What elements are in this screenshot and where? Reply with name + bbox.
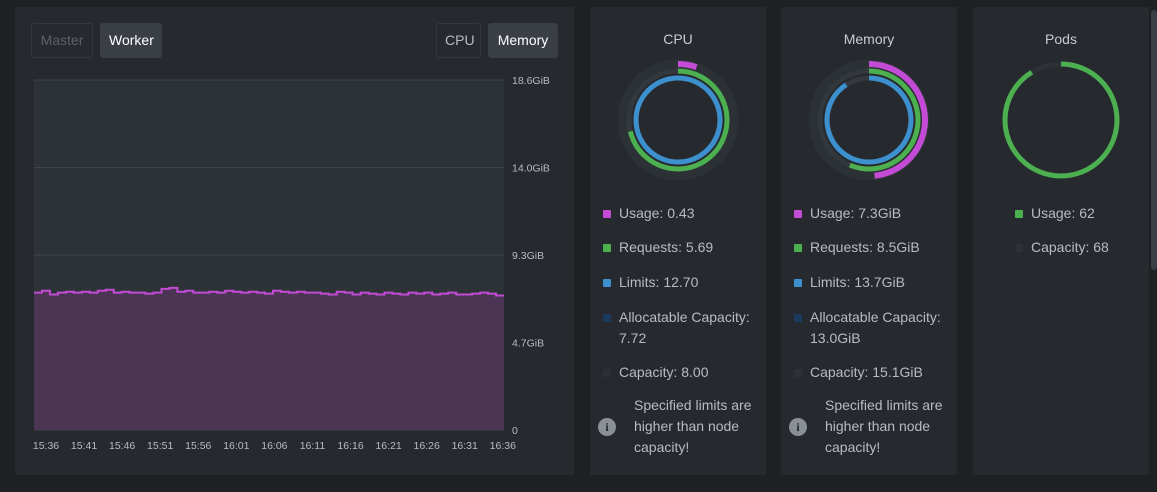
x-tick-label: 15:36 bbox=[33, 440, 59, 452]
usage-arc bbox=[810, 61, 928, 179]
legend-swatch bbox=[794, 369, 802, 377]
y-tick-label: 18.6GiB bbox=[512, 75, 550, 87]
cpu-donut-chart bbox=[617, 59, 739, 181]
memory-warning-text: Specified limits are higher than node ca… bbox=[825, 397, 943, 455]
legend-label: Requests: 5.69 bbox=[619, 239, 714, 255]
legend-label: Usage: 7.3GiB bbox=[810, 205, 902, 221]
memory-area-fill bbox=[34, 287, 504, 430]
cpu-card-title: CPU bbox=[663, 31, 693, 47]
capacity-ring bbox=[617, 59, 739, 181]
x-tick-label: 15:41 bbox=[71, 440, 97, 452]
legend-swatch bbox=[603, 369, 611, 377]
chart-panel: Master Worker CPU Memory 0 4.7GiB 9.3GiB 14… bbox=[15, 7, 574, 475]
legend-swatch bbox=[1015, 210, 1023, 218]
x-tick-label: 16:16 bbox=[337, 440, 363, 452]
requests-arc bbox=[626, 68, 730, 172]
legend-swatch bbox=[794, 279, 802, 287]
pods-card-title: Pods bbox=[1045, 31, 1077, 47]
y-tick-label: 14.0GiB bbox=[512, 163, 550, 175]
master-button[interactable]: Master bbox=[31, 23, 93, 58]
memory-donut-chart bbox=[808, 59, 930, 181]
limits-arc bbox=[824, 75, 914, 165]
pods-usage-arc bbox=[1002, 61, 1120, 179]
page-scrollbar[interactable] bbox=[1151, 10, 1157, 270]
info-icon: i bbox=[789, 418, 807, 436]
y-tick-label: 4.7GiB bbox=[512, 338, 544, 350]
y-tick-label: 9.3GiB bbox=[512, 250, 544, 262]
legend-swatch bbox=[1015, 244, 1023, 252]
memory-card-title: Memory bbox=[843, 31, 895, 47]
legend-swatch bbox=[603, 314, 611, 322]
x-tick-label: 16:26 bbox=[414, 440, 440, 452]
x-tick-label: 16:01 bbox=[223, 440, 249, 452]
usage-arc bbox=[619, 61, 737, 179]
pods-donut-chart bbox=[1002, 61, 1120, 179]
memory-card: Memory Usage: 7.3GiB Requests: 8.5GiB Limi… bbox=[781, 7, 957, 475]
memory-usage-chart: 0 4.7GiB 9.3GiB 14.0GiB 18.6GiB 15:36 15:41 15:… bbox=[33, 75, 550, 452]
memory-series-line bbox=[34, 286, 504, 297]
legend-label: Requests: 8.5GiB bbox=[810, 239, 920, 255]
legend-label: Limits: 13.7GiB bbox=[810, 274, 905, 290]
x-tick-label: 16:06 bbox=[261, 440, 287, 452]
cpu-metric-button[interactable]: CPU bbox=[436, 23, 481, 58]
requests-arc bbox=[817, 68, 921, 172]
legend-label: Capacity: 15.1GiB bbox=[810, 364, 923, 380]
limits-arc bbox=[633, 75, 723, 165]
x-tick-label: 15:51 bbox=[147, 440, 173, 452]
legend-label: Limits: 12.70 bbox=[619, 274, 699, 290]
memory-metric-button[interactable]: Memory bbox=[488, 23, 558, 58]
legend-swatch bbox=[603, 210, 611, 218]
legend-label: Allocatable Capacity: 7.72 bbox=[619, 309, 750, 346]
legend-label: Allocatable Capacity: 13.0GiB bbox=[810, 309, 941, 346]
x-tick-label: 16:36 bbox=[490, 440, 516, 452]
legend-label: Usage: 62 bbox=[1031, 205, 1095, 221]
cpu-warning-text: Specified limits are higher than node ca… bbox=[634, 397, 752, 455]
x-tick-label: 16:21 bbox=[375, 440, 401, 452]
legend-label: Capacity: 68 bbox=[1031, 239, 1109, 255]
pods-card: Pods Usage: 62 Capacity: 68 bbox=[973, 7, 1149, 475]
legend-swatch bbox=[603, 279, 611, 287]
legend-swatch bbox=[794, 210, 802, 218]
worker-button[interactable]: Worker bbox=[100, 23, 162, 58]
y-tick-label: 0 bbox=[512, 425, 518, 437]
x-tick-label: 15:56 bbox=[185, 440, 211, 452]
legend-label: Usage: 0.43 bbox=[619, 205, 695, 221]
legend-swatch bbox=[603, 244, 611, 252]
legend-swatch bbox=[794, 244, 802, 252]
x-tick-label: 16:11 bbox=[300, 440, 326, 452]
x-tick-label: 15:46 bbox=[109, 440, 135, 452]
legend-label: Capacity: 8.00 bbox=[619, 364, 709, 380]
x-tick-label: 16:31 bbox=[452, 440, 478, 452]
info-icon: i bbox=[598, 418, 616, 436]
cpu-card: CPU Usage: 0.43 Requests: 5.69 Limits: 12.… bbox=[590, 7, 766, 475]
legend-swatch bbox=[794, 314, 802, 322]
